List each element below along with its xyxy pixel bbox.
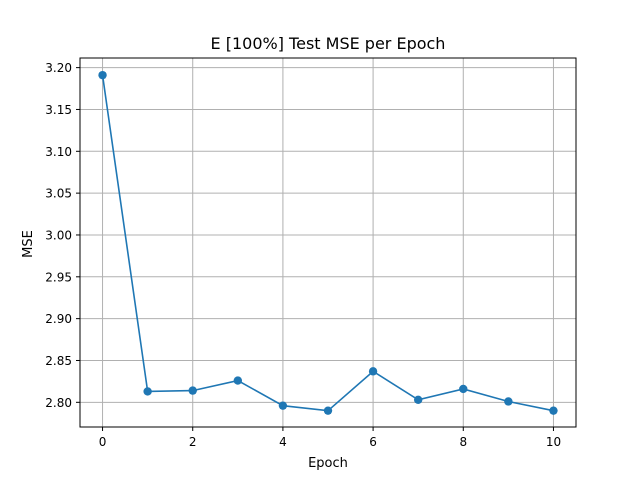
x-tick-label: 0: [99, 435, 107, 449]
data-point: [323, 406, 333, 415]
y-tick-label: 2.85: [45, 354, 72, 368]
data-point: [233, 376, 243, 385]
y-tick-label: 3.10: [45, 145, 72, 159]
y-tick-label: 2.80: [45, 396, 72, 410]
y-tick-label: 2.95: [45, 270, 72, 284]
x-tick-label: 2: [189, 435, 197, 449]
grid-lines: [80, 58, 576, 427]
x-tick-label: 10: [546, 435, 561, 449]
data-point: [98, 70, 107, 80]
data-point: [413, 395, 423, 405]
data-point: [278, 401, 288, 410]
y-tick-label: 3.20: [45, 61, 72, 75]
data-point: [368, 367, 378, 376]
plot-frame: [79, 57, 577, 428]
x-tick-label: 8: [459, 435, 467, 449]
y-tick-label: 3.05: [45, 187, 72, 201]
data-point: [549, 406, 558, 415]
data-series: [98, 70, 558, 415]
y-tick-label: 3.00: [45, 228, 72, 242]
data-point: [188, 386, 197, 395]
x-axis-label: Epoch: [308, 456, 348, 471]
data-point: [143, 387, 152, 396]
x-tick-label: 4: [279, 435, 287, 449]
y-tick-label: 2.90: [45, 312, 72, 326]
data-point: [504, 397, 513, 406]
y-tick-label: 3.15: [45, 103, 72, 117]
axis-ticks: 0 2 4 6 8 10 2.80 2.85 2.90 2.95 3.00 3.05 3.10 3.15 3…: [45, 61, 561, 449]
data-point: [459, 384, 468, 394]
chart-title: E [100%] Test MSE per Epoch: [211, 34, 446, 53]
x-tick-label: 6: [369, 435, 377, 449]
y-axis-label: MSE: [21, 230, 36, 258]
